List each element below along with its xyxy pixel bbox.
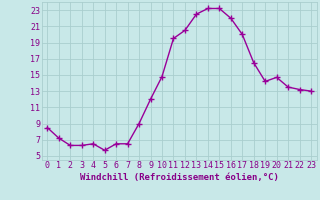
X-axis label: Windchill (Refroidissement éolien,°C): Windchill (Refroidissement éolien,°C) — [80, 173, 279, 182]
